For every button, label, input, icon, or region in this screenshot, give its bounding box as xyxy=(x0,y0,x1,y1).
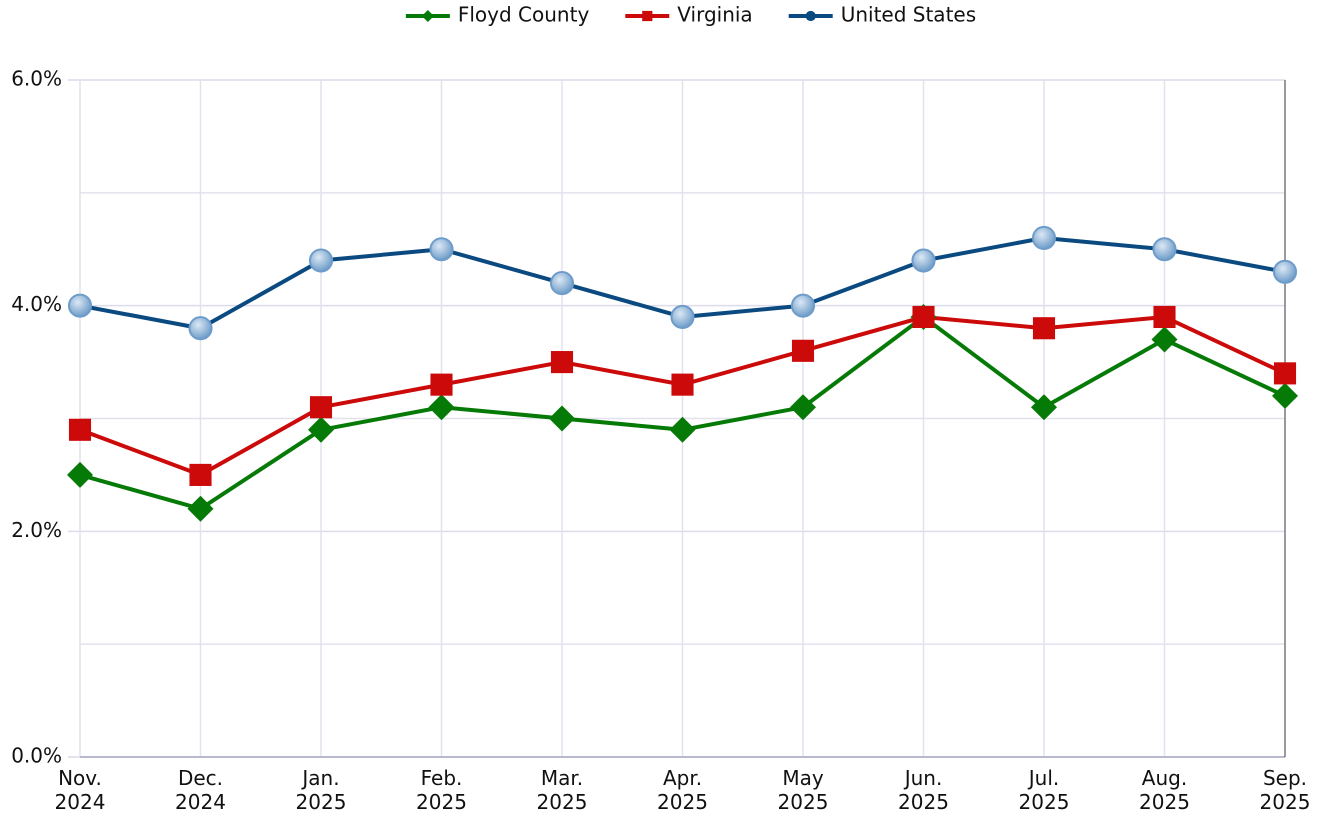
marker xyxy=(1031,225,1057,251)
marker xyxy=(1272,259,1298,284)
marker xyxy=(1272,382,1298,409)
x-tick-label: May 2025 xyxy=(777,766,829,814)
marker xyxy=(308,416,334,443)
y-tick-label: 0.0% xyxy=(11,744,62,768)
x-tick-label: Sep. 2025 xyxy=(1259,766,1311,814)
marker xyxy=(68,418,92,441)
legend-label: Virginia xyxy=(677,3,752,27)
legend-item: United States xyxy=(788,3,976,27)
x-tick-label: Feb. 2025 xyxy=(416,766,467,814)
marker xyxy=(1153,305,1176,328)
legend-item: Virginia xyxy=(625,3,753,27)
x-tick-label: Jan. 2025 xyxy=(295,766,347,814)
marker xyxy=(790,394,816,421)
marker xyxy=(188,316,213,341)
marker xyxy=(911,248,936,273)
legend: Floyd County Virginia United States xyxy=(405,3,976,27)
marker xyxy=(1152,237,1177,262)
marker xyxy=(790,293,816,318)
marker xyxy=(421,10,434,22)
marker xyxy=(549,405,575,432)
marker xyxy=(309,396,333,419)
legend-label: Floyd County xyxy=(458,3,590,27)
marker xyxy=(308,248,334,273)
marker xyxy=(550,351,574,374)
marker xyxy=(549,271,575,296)
marker xyxy=(671,373,694,396)
x-tick-label: Jul. 2025 xyxy=(1018,766,1070,814)
marker xyxy=(1151,326,1178,353)
marker xyxy=(670,304,695,330)
marker xyxy=(1031,394,1057,421)
x-tick-label: Apr. 2025 xyxy=(657,766,708,814)
x-tick-label: Dec. 2024 xyxy=(175,766,226,814)
marker xyxy=(187,495,214,522)
marker xyxy=(791,339,815,362)
legend-item: Floyd County xyxy=(405,3,590,27)
x-tick-label: Jun. 2025 xyxy=(898,766,949,814)
legend-label: United States xyxy=(841,3,976,27)
marker xyxy=(189,463,212,486)
marker xyxy=(430,373,453,396)
x-tick-label: Mar. 2025 xyxy=(536,766,588,814)
marker xyxy=(429,237,454,262)
marker xyxy=(912,305,935,328)
x-tick-label: Nov. 2024 xyxy=(54,766,106,814)
y-tick-label: 2.0% xyxy=(11,518,62,542)
marker xyxy=(805,10,816,22)
marker xyxy=(1273,362,1297,385)
marker xyxy=(1032,317,1056,340)
marker xyxy=(669,416,696,443)
y-tick-label: 6.0% xyxy=(11,67,62,91)
marker xyxy=(428,394,455,421)
marker xyxy=(642,10,653,22)
x-tick-label: Aug. 2025 xyxy=(1139,766,1190,814)
marker xyxy=(67,461,93,488)
marker xyxy=(67,293,93,318)
y-tick-label: 4.0% xyxy=(11,292,62,316)
